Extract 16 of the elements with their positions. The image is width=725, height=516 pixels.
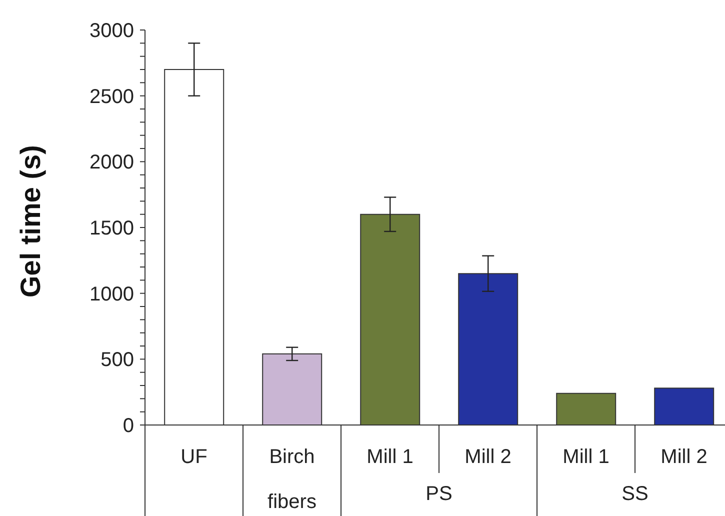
- x-tick-label: Mill 2: [660, 446, 708, 468]
- y-axis-title: Gel time (s): [14, 145, 46, 298]
- y-tick-label: 500: [100, 349, 134, 372]
- x-tick-label: Mill 1: [562, 446, 610, 468]
- y-tick-label: 2500: [90, 86, 134, 108]
- y-tick-label: 2000: [90, 152, 134, 174]
- y-tick-label: 1000: [90, 283, 134, 306]
- x-tick-label: Mill 2: [464, 446, 512, 468]
- y-tick-label: 1500: [90, 218, 134, 240]
- y-tick-label: 3000: [90, 20, 134, 42]
- x-tick-label: Mill 1: [366, 446, 414, 468]
- text: SS: [622, 483, 648, 505]
- x-tick-label: UF: [180, 446, 208, 468]
- y-tick-label: 0: [122, 415, 134, 437]
- x-tick-label: Birch fibers: [268, 446, 316, 513]
- text: PS: [426, 483, 452, 505]
